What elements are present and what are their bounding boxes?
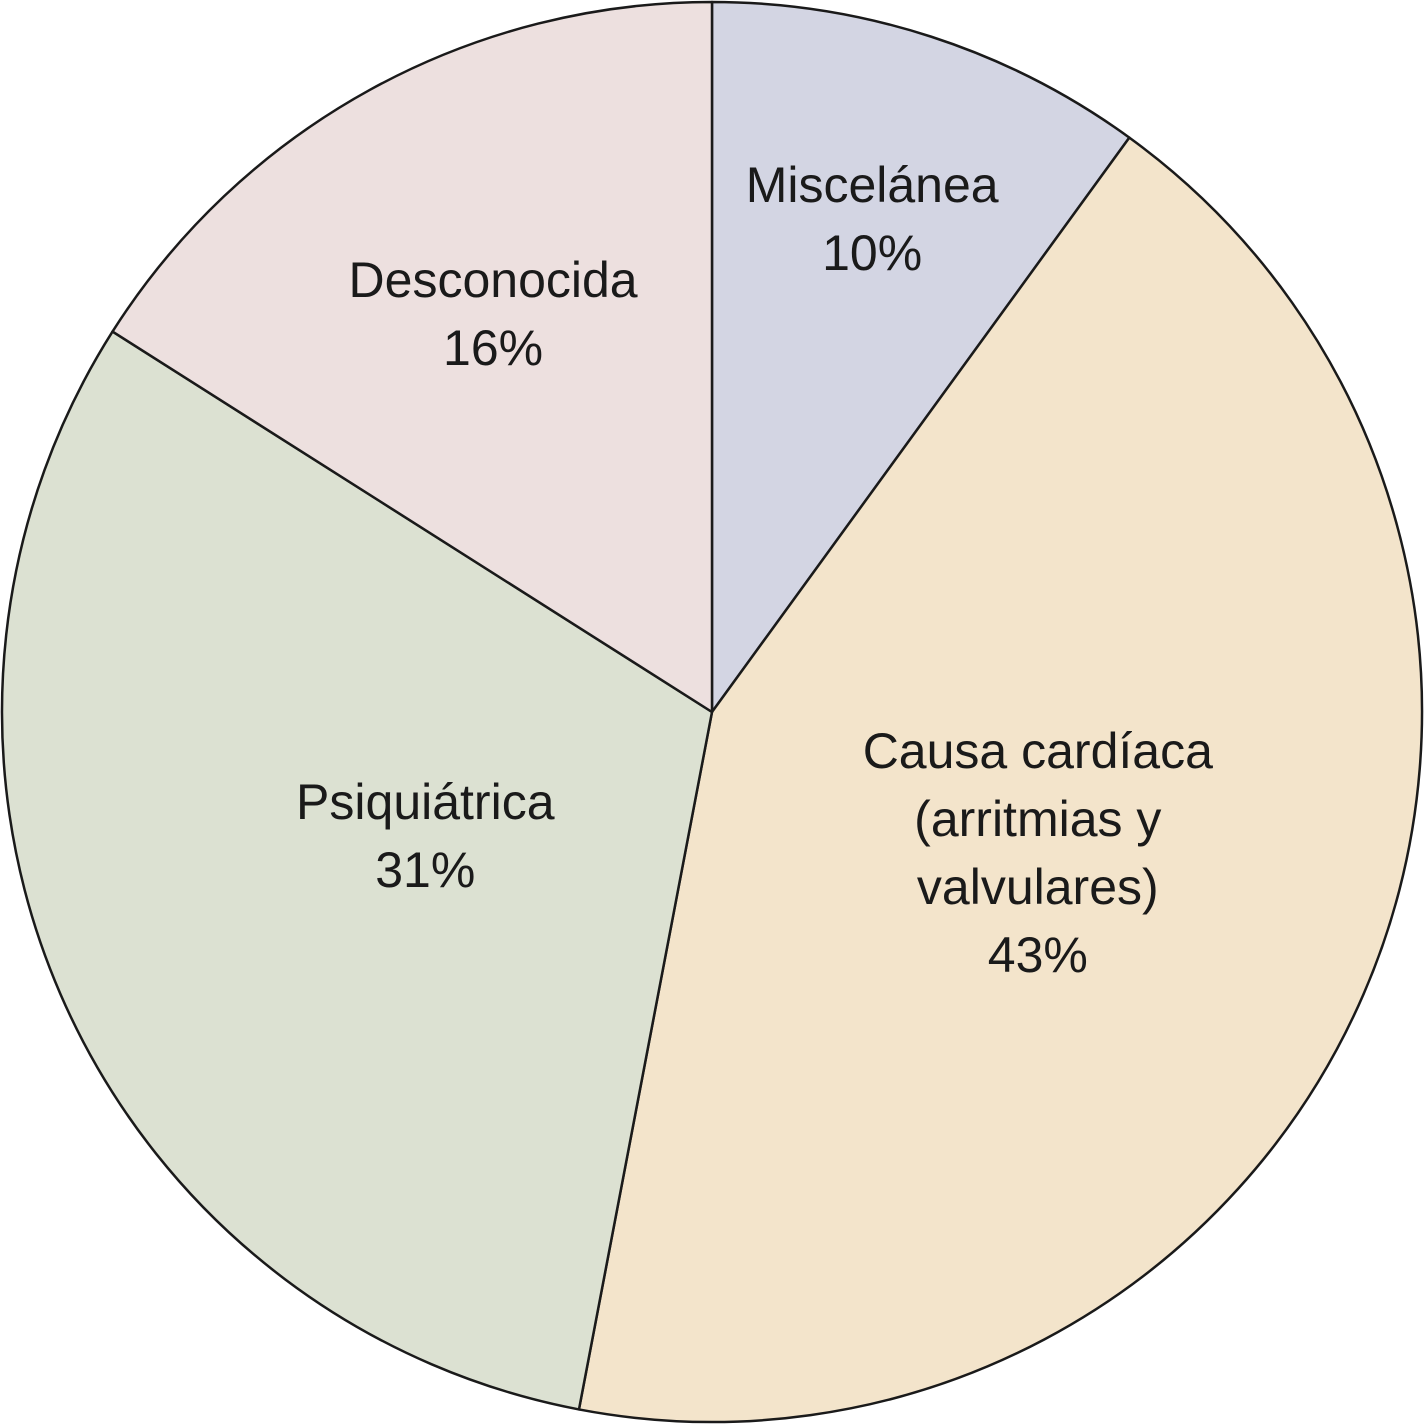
pie-slice — [111, 0, 714, 714]
slice-label: Causa cardíaca (arritmias y valvulares) 4… — [844, 717, 1231, 989]
value-label: 16% — [443, 319, 544, 376]
category-label: Psiquiátrica — [296, 774, 555, 831]
category-label: Causa cardíaca (arritmias y valvulares) — [862, 722, 1213, 915]
value-label: 10% — [822, 225, 923, 282]
pie-slice — [577, 136, 1424, 1424]
pie-slice — [0, 330, 714, 1411]
value-label: 31% — [375, 842, 476, 899]
slice-label: Desconocida 16% — [349, 246, 638, 382]
slice-label: Psiquiátrica 31% — [296, 768, 554, 904]
category-label: Desconocida — [348, 251, 638, 308]
category-label: Miscelánea — [745, 157, 999, 214]
value-label: 43% — [987, 926, 1088, 983]
pie-slice — [710, 0, 1131, 714]
slice-label: Miscelánea 10% — [746, 151, 999, 287]
